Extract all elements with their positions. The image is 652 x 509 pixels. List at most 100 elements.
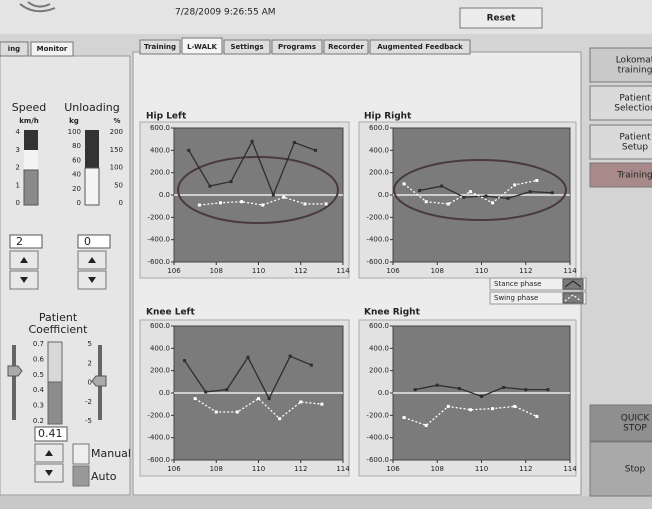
tab-label: Recorder — [328, 43, 364, 51]
coefficient-tick-2: -2 — [85, 398, 92, 406]
coefficient-tick-2: -5 — [85, 417, 92, 425]
coefficient-tick: 0.5 — [33, 371, 44, 379]
chart-title: Knee Left — [146, 308, 195, 318]
x-tick-label: 114 — [336, 465, 350, 473]
kg-tick: 0 — [77, 199, 81, 207]
tab-label: Training — [144, 43, 176, 51]
auto-label: Auto — [91, 470, 117, 483]
mode-box[interactable] — [73, 466, 89, 486]
y-tick-label: -200.0 — [147, 213, 170, 221]
point-marker — [215, 410, 218, 413]
y-tick-label: -600.0 — [366, 456, 389, 464]
point-marker — [551, 191, 554, 194]
left-tab-label: ing — [8, 45, 20, 53]
x-tick-label: 108 — [210, 267, 223, 275]
point-marker — [251, 140, 254, 143]
value-box — [78, 235, 110, 248]
speed-label: Speed — [12, 101, 46, 114]
coefficient-tick: 0.3 — [33, 402, 44, 410]
reset-label: Reset — [487, 14, 516, 24]
y-tick-label: 600.0 — [150, 124, 170, 132]
y-tick-label: 600.0 — [150, 322, 170, 330]
point-marker — [261, 204, 264, 207]
speed-tick: 4 — [16, 128, 21, 136]
legend-swatch — [563, 293, 583, 303]
pct-unit: % — [113, 117, 120, 125]
point-marker — [507, 197, 510, 200]
y-tick-label: 0.0 — [378, 389, 389, 397]
y-tick-label: -600.0 — [147, 456, 170, 464]
x-tick-label: 112 — [294, 267, 307, 275]
speed-tick: 0 — [16, 199, 20, 207]
point-marker — [198, 204, 201, 207]
coefficient-tick: 0.6 — [33, 355, 45, 363]
value-display: 0 — [84, 235, 91, 248]
y-tick-label: -200.0 — [366, 213, 389, 221]
coefficient-tick-2: 2 — [88, 359, 92, 367]
manual-label: Manual — [91, 447, 131, 460]
y-tick-label: 400.0 — [369, 146, 389, 154]
y-tick-label: 0.0 — [378, 191, 389, 199]
point-marker — [230, 180, 233, 183]
pct-tick: 150 — [110, 146, 123, 154]
left-tab-label: Monitor — [37, 45, 68, 53]
tab-label: Augmented Feedback — [377, 43, 463, 51]
point-marker — [314, 149, 317, 152]
tab-label: L-WALK — [187, 43, 217, 51]
speed-bar — [24, 130, 38, 150]
chart-title: Hip Right — [364, 112, 412, 122]
point-marker — [447, 405, 450, 408]
speed-tick: 2 — [16, 164, 20, 172]
point-marker — [440, 185, 443, 188]
point-marker — [546, 388, 549, 391]
point-marker — [469, 408, 472, 411]
speed-unit: km/h — [19, 117, 39, 125]
point-marker — [246, 356, 249, 359]
x-tick-label: 114 — [563, 465, 577, 473]
kg-tick: 40 — [72, 171, 81, 179]
kg-tick: 60 — [72, 156, 81, 164]
screen: 7/28/2009 9:26:55 AM Reset ing Monitor Train… — [0, 0, 652, 509]
datetime: 7/28/2009 9:26:55 AM — [175, 8, 276, 18]
point-marker — [458, 387, 461, 390]
point-marker — [204, 390, 207, 393]
point-marker — [325, 202, 328, 205]
mode-box[interactable] — [73, 444, 89, 464]
pct-tick: 100 — [110, 164, 123, 172]
y-tick-label: 200.0 — [369, 169, 389, 177]
y-tick-label: 400.0 — [150, 344, 170, 352]
point-marker — [320, 403, 323, 406]
speed-bar — [24, 150, 38, 170]
point-marker — [425, 424, 428, 427]
coefficient-tick: 0.4 — [33, 386, 45, 394]
point-marker — [529, 190, 532, 193]
coefficient-tick: 0.7 — [33, 340, 44, 348]
point-marker — [183, 359, 186, 362]
point-marker — [418, 189, 421, 192]
y-tick-label: 200.0 — [150, 169, 170, 177]
point-marker — [278, 417, 281, 420]
page: 7/28/2009 9:26:55 AM Reset ing Monitor Train… — [0, 0, 652, 509]
point-marker — [524, 388, 527, 391]
point-marker — [268, 397, 271, 400]
side-button-label: Patient — [619, 133, 651, 143]
point-marker — [240, 200, 243, 203]
x-tick-label: 112 — [519, 267, 532, 275]
coefficient-tick: 0.2 — [33, 417, 44, 425]
unloading-label: Unloading — [64, 101, 120, 114]
point-marker — [484, 195, 487, 198]
y-tick-label: 400.0 — [369, 344, 389, 352]
y-tick-label: 600.0 — [369, 124, 389, 132]
y-tick-label: 600.0 — [369, 322, 389, 330]
y-tick-label: -400.0 — [147, 434, 170, 442]
legend-label: Stance phase — [494, 280, 541, 288]
point-marker — [289, 355, 292, 358]
y-tick-label: 0.0 — [159, 389, 170, 397]
side-button-label: Training — [616, 171, 652, 181]
coefficient-tick-2: 0 — [88, 379, 92, 387]
y-tick-label: 0.0 — [159, 191, 170, 199]
x-tick-label: 108 — [431, 267, 444, 275]
y-tick-label: -200.0 — [366, 411, 389, 419]
coefficient-tick-2: 5 — [88, 340, 92, 348]
unloading-bar — [85, 168, 99, 205]
